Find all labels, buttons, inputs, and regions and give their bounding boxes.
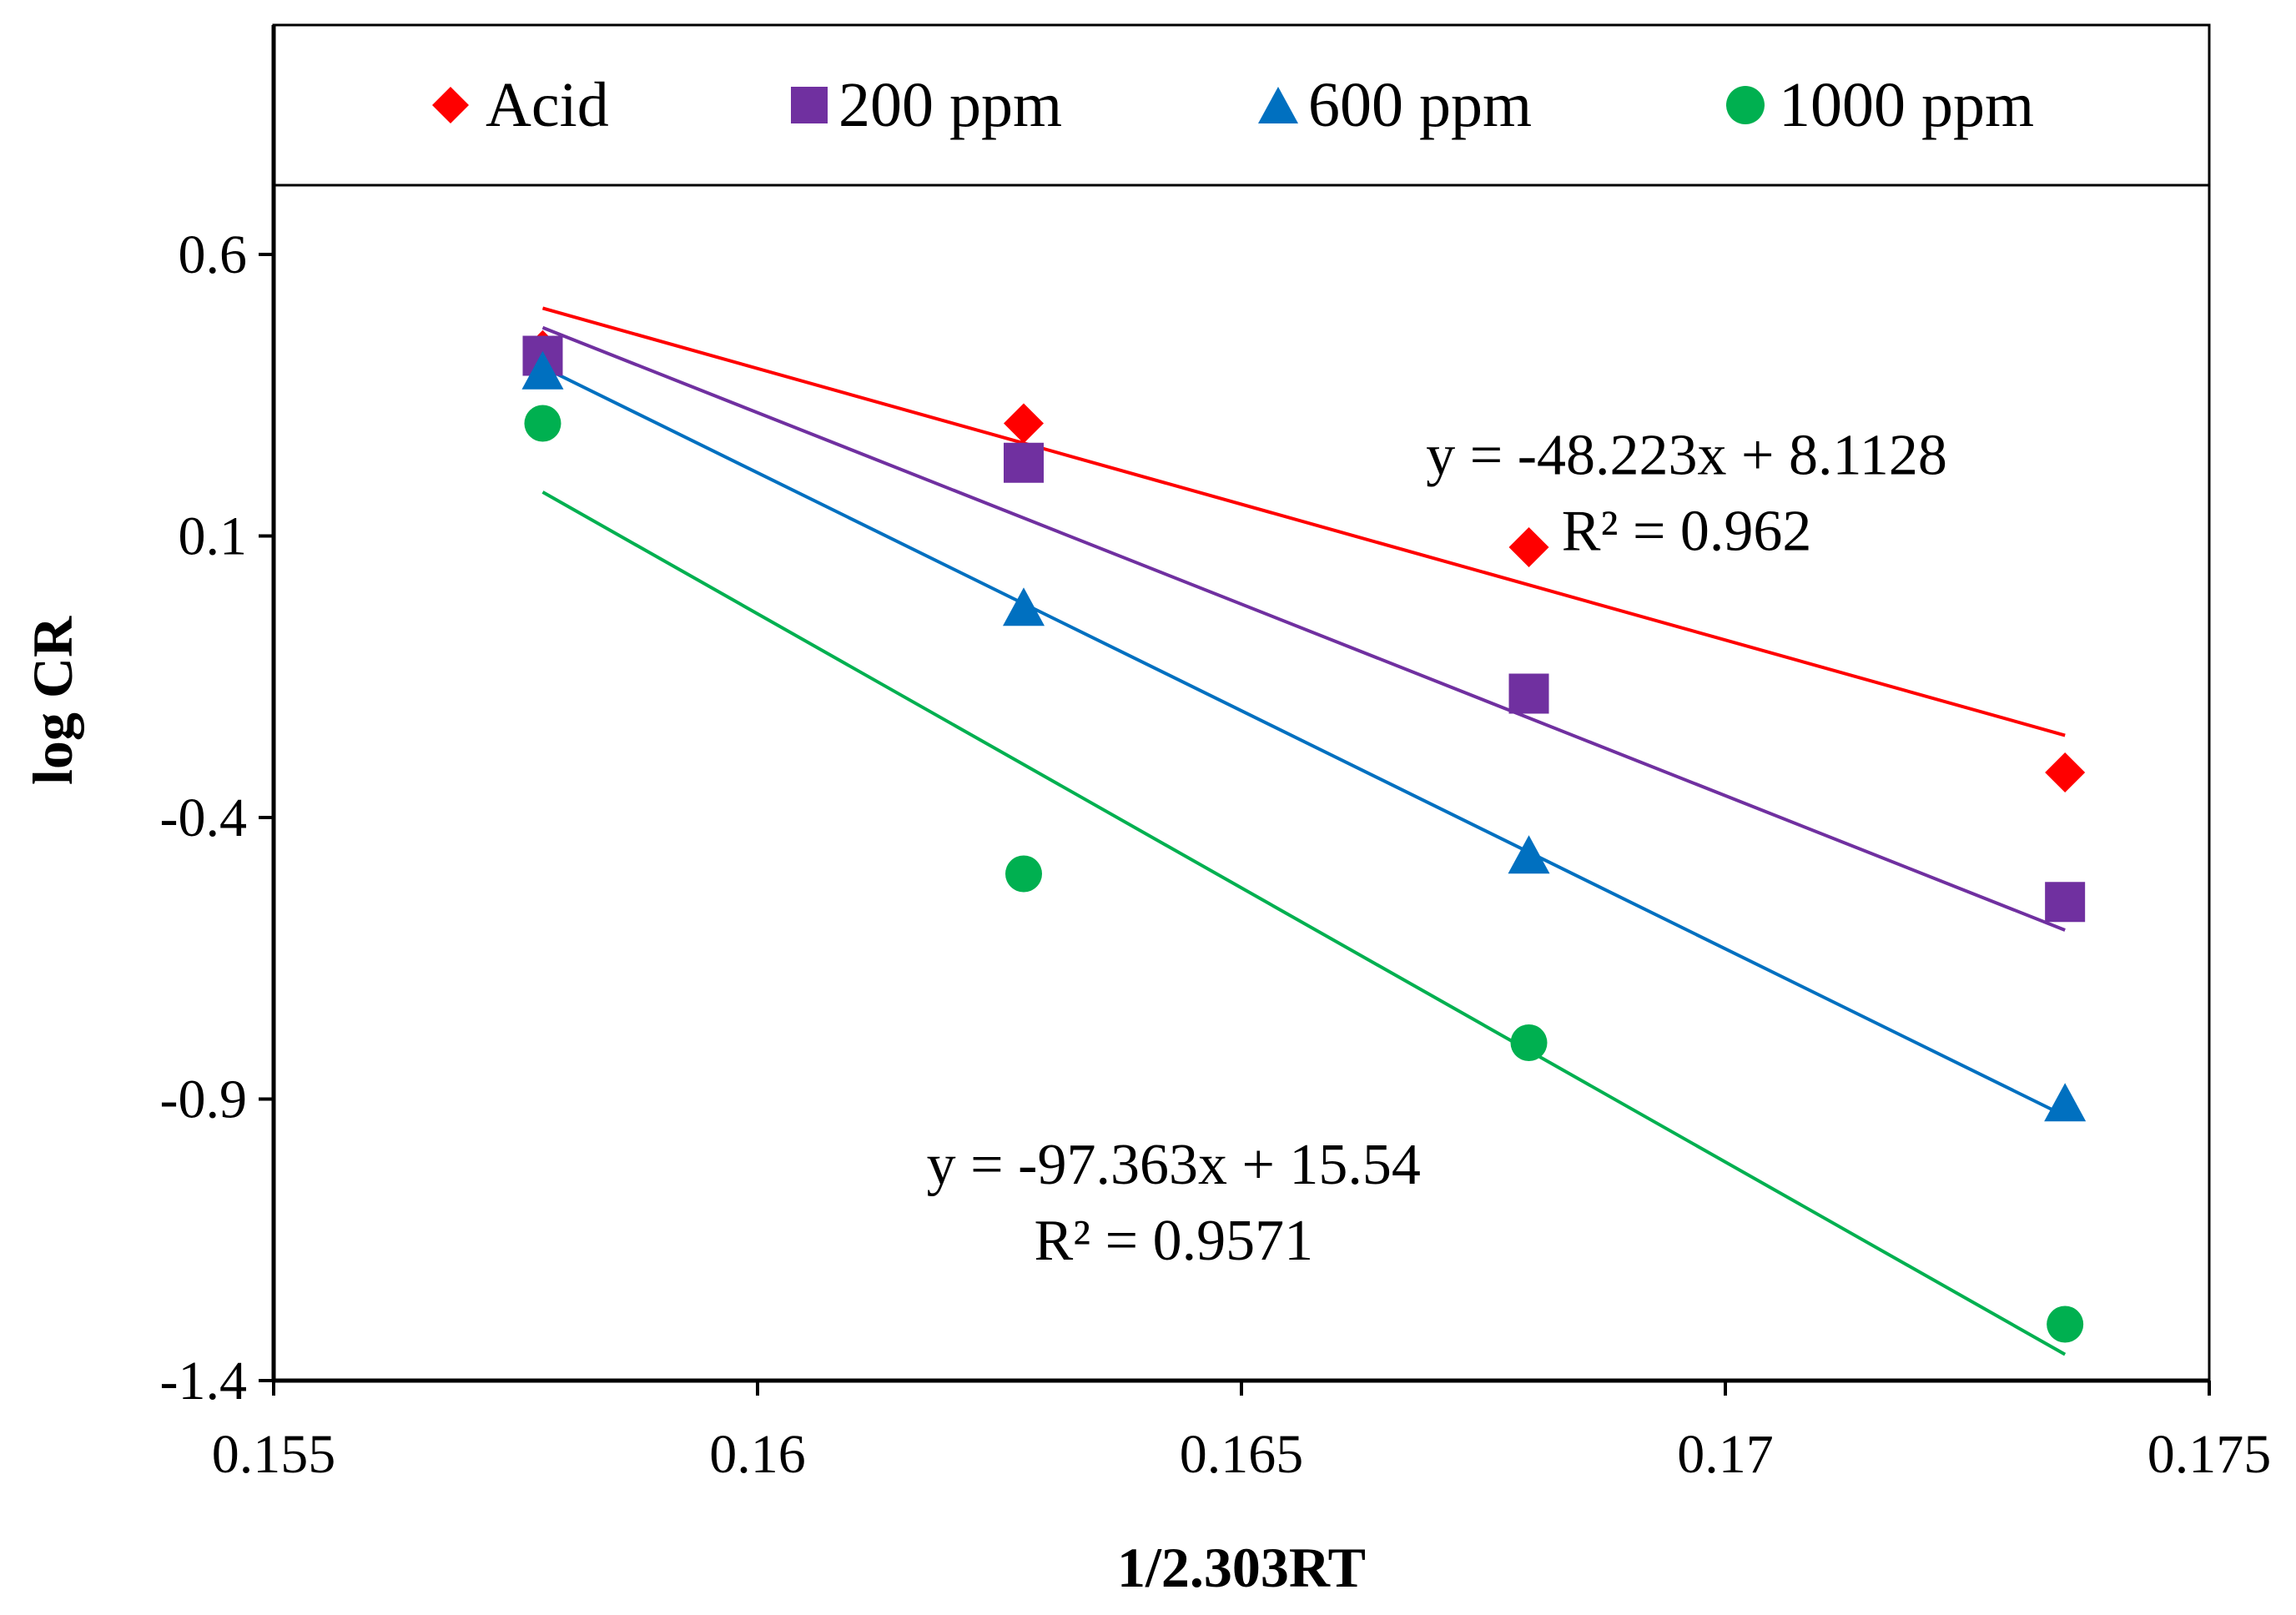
legend-label-600ppm: 600 ppm	[1308, 70, 1532, 140]
x-ticks: 0.155 0.16 0.165 0.17 0.175	[212, 1381, 2272, 1485]
x-tick-label: 0.165	[1180, 1424, 1304, 1485]
equation-acid: y = -48.223x + 8.1128	[1426, 423, 1947, 487]
data-point-1000ppm	[524, 405, 561, 442]
data-point-600ppm	[1508, 835, 1550, 874]
legend-label-1000ppm: 1000 ppm	[1779, 70, 2034, 140]
x-tick-label: 0.17	[1677, 1424, 1774, 1485]
legend-label-acid: Acid	[486, 70, 609, 140]
legend-square-marker	[791, 87, 828, 123]
data-point-200ppm	[2045, 882, 2086, 923]
data-point-acid	[1508, 527, 1549, 567]
legend-item-1000ppm: 1000 ppm	[1726, 70, 2034, 140]
x-tick-label: 0.175	[2147, 1424, 2272, 1485]
data-point-1000ppm	[1005, 855, 1042, 893]
x-axis-title: 1/2.303RT	[1117, 1536, 1366, 1599]
data-point-200ppm	[1508, 673, 1549, 714]
y-tick-label: 0.6	[179, 224, 248, 285]
legend-triangle-marker	[1258, 87, 1298, 123]
legend-diamond-marker	[432, 87, 469, 123]
legend: Acid 200 ppm 600 ppm 1000 ppm	[432, 70, 2034, 140]
data-markers	[521, 330, 2087, 1343]
data-point-200ppm	[1004, 442, 1044, 483]
plot-area-frame	[272, 23, 2211, 1382]
annotations: y = -48.223x + 8.1128 R² = 0.962 y = -97…	[927, 423, 1947, 1273]
r-squared-acid: R² = 0.962	[1562, 499, 1812, 563]
x-tick-label: 0.155	[212, 1424, 336, 1485]
data-point-acid	[2045, 752, 2086, 792]
legend-item-200ppm: 200 ppm	[791, 70, 1062, 140]
trendline-acid	[541, 306, 2066, 737]
legend-circle-marker	[1726, 86, 1765, 124]
y-tick-label: -1.4	[160, 1351, 247, 1411]
trendline-200ppm	[541, 325, 2066, 932]
data-point-acid	[1004, 403, 1044, 444]
data-point-1000ppm	[2047, 1306, 2084, 1343]
r-squared-1000ppm: R² = 0.9571	[1034, 1209, 1313, 1273]
data-point-600ppm	[1003, 587, 1045, 626]
y-tick-label: 0.1	[179, 506, 248, 567]
trendline-600ppm	[541, 365, 2067, 1118]
y-tick-label: -0.4	[160, 787, 247, 848]
legend-item-600ppm: 600 ppm	[1258, 70, 1532, 140]
trendline-1000ppm	[541, 491, 2067, 1356]
data-point-1000ppm	[1510, 1024, 1548, 1061]
trendlines	[541, 306, 2067, 1356]
y-tick-label: -0.9	[160, 1069, 247, 1130]
equation-1000ppm: y = -97.363x + 15.54	[927, 1133, 1421, 1197]
legend-item-acid: Acid	[432, 70, 609, 140]
y-ticks: 0.6 0.1 -0.4 -0.9 -1.4	[160, 224, 274, 1411]
y-axis-title: log CR	[21, 616, 84, 785]
legend-label-200ppm: 200 ppm	[838, 70, 1062, 140]
x-tick-label: 0.16	[709, 1424, 806, 1485]
data-point-600ppm	[2044, 1083, 2087, 1122]
data-point-600ppm	[521, 350, 564, 390]
